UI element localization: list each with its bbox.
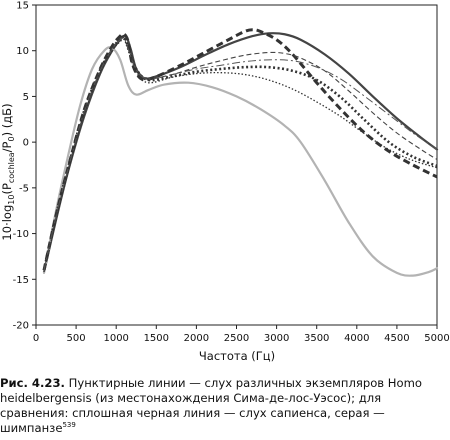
y-tick-label: 10 bbox=[16, 46, 29, 57]
y-axis-label-cochlea-subscript: cochlea bbox=[7, 152, 16, 183]
y-axis-label-zero-subscript: 0 bbox=[7, 136, 16, 141]
x-tick-label: 0 bbox=[33, 333, 39, 344]
footnote-ref: 539 bbox=[62, 421, 76, 430]
y-tick-label: -20 bbox=[13, 321, 29, 332]
x-tick-label: 2500 bbox=[224, 333, 249, 344]
y-tick-label: -15 bbox=[13, 275, 29, 286]
x-tick-label: 5000 bbox=[424, 333, 449, 344]
x-axis-label: Частота (Гц) bbox=[199, 349, 275, 363]
x-tick-label: 1500 bbox=[144, 333, 169, 344]
y-tick-label: 0 bbox=[23, 138, 29, 149]
series-line-solid bbox=[42, 32, 439, 274]
x-tick-label: 2000 bbox=[184, 333, 209, 344]
y-tick-label: -10 bbox=[13, 229, 29, 240]
y-axis-label: 10·log10(Pcochlea/P0) (дБ) bbox=[0, 103, 16, 240]
x-tick-label: 4000 bbox=[344, 333, 369, 344]
y-tick-label: 15 bbox=[16, 1, 29, 12]
plot-frame bbox=[35, 4, 438, 326]
caption-text: Пунктирные линии — слух различных экземп… bbox=[0, 376, 423, 435]
x-tick-label: 3500 bbox=[304, 333, 329, 344]
series-line-fine-dotted bbox=[43, 38, 438, 273]
y-axis-label-log-subscript: 10 bbox=[7, 195, 16, 205]
x-tick-label: 500 bbox=[67, 333, 86, 344]
figure-caption: Рис. 4.23. Пунктирные линии — слух разли… bbox=[0, 376, 448, 436]
series-line-thin-dashed bbox=[43, 36, 438, 271]
series-line-thin-dash-dot bbox=[43, 37, 438, 271]
frequency-response-chart: 0 500 1000 1500 2000 2500 3000 3500 4000 4500 5000… bbox=[0, 1, 450, 364]
x-tick-label: 1000 bbox=[103, 333, 128, 344]
y-tick-label: -5 bbox=[19, 183, 29, 194]
x-tick-label: 4500 bbox=[384, 333, 409, 344]
y-tick-label: 5 bbox=[23, 92, 29, 103]
series-line-heavy-dotted bbox=[42, 35, 438, 271]
figure-number: Рис. 4.23. bbox=[0, 376, 65, 390]
series-line-solid bbox=[42, 46, 439, 277]
x-tick-label: 3000 bbox=[264, 333, 289, 344]
